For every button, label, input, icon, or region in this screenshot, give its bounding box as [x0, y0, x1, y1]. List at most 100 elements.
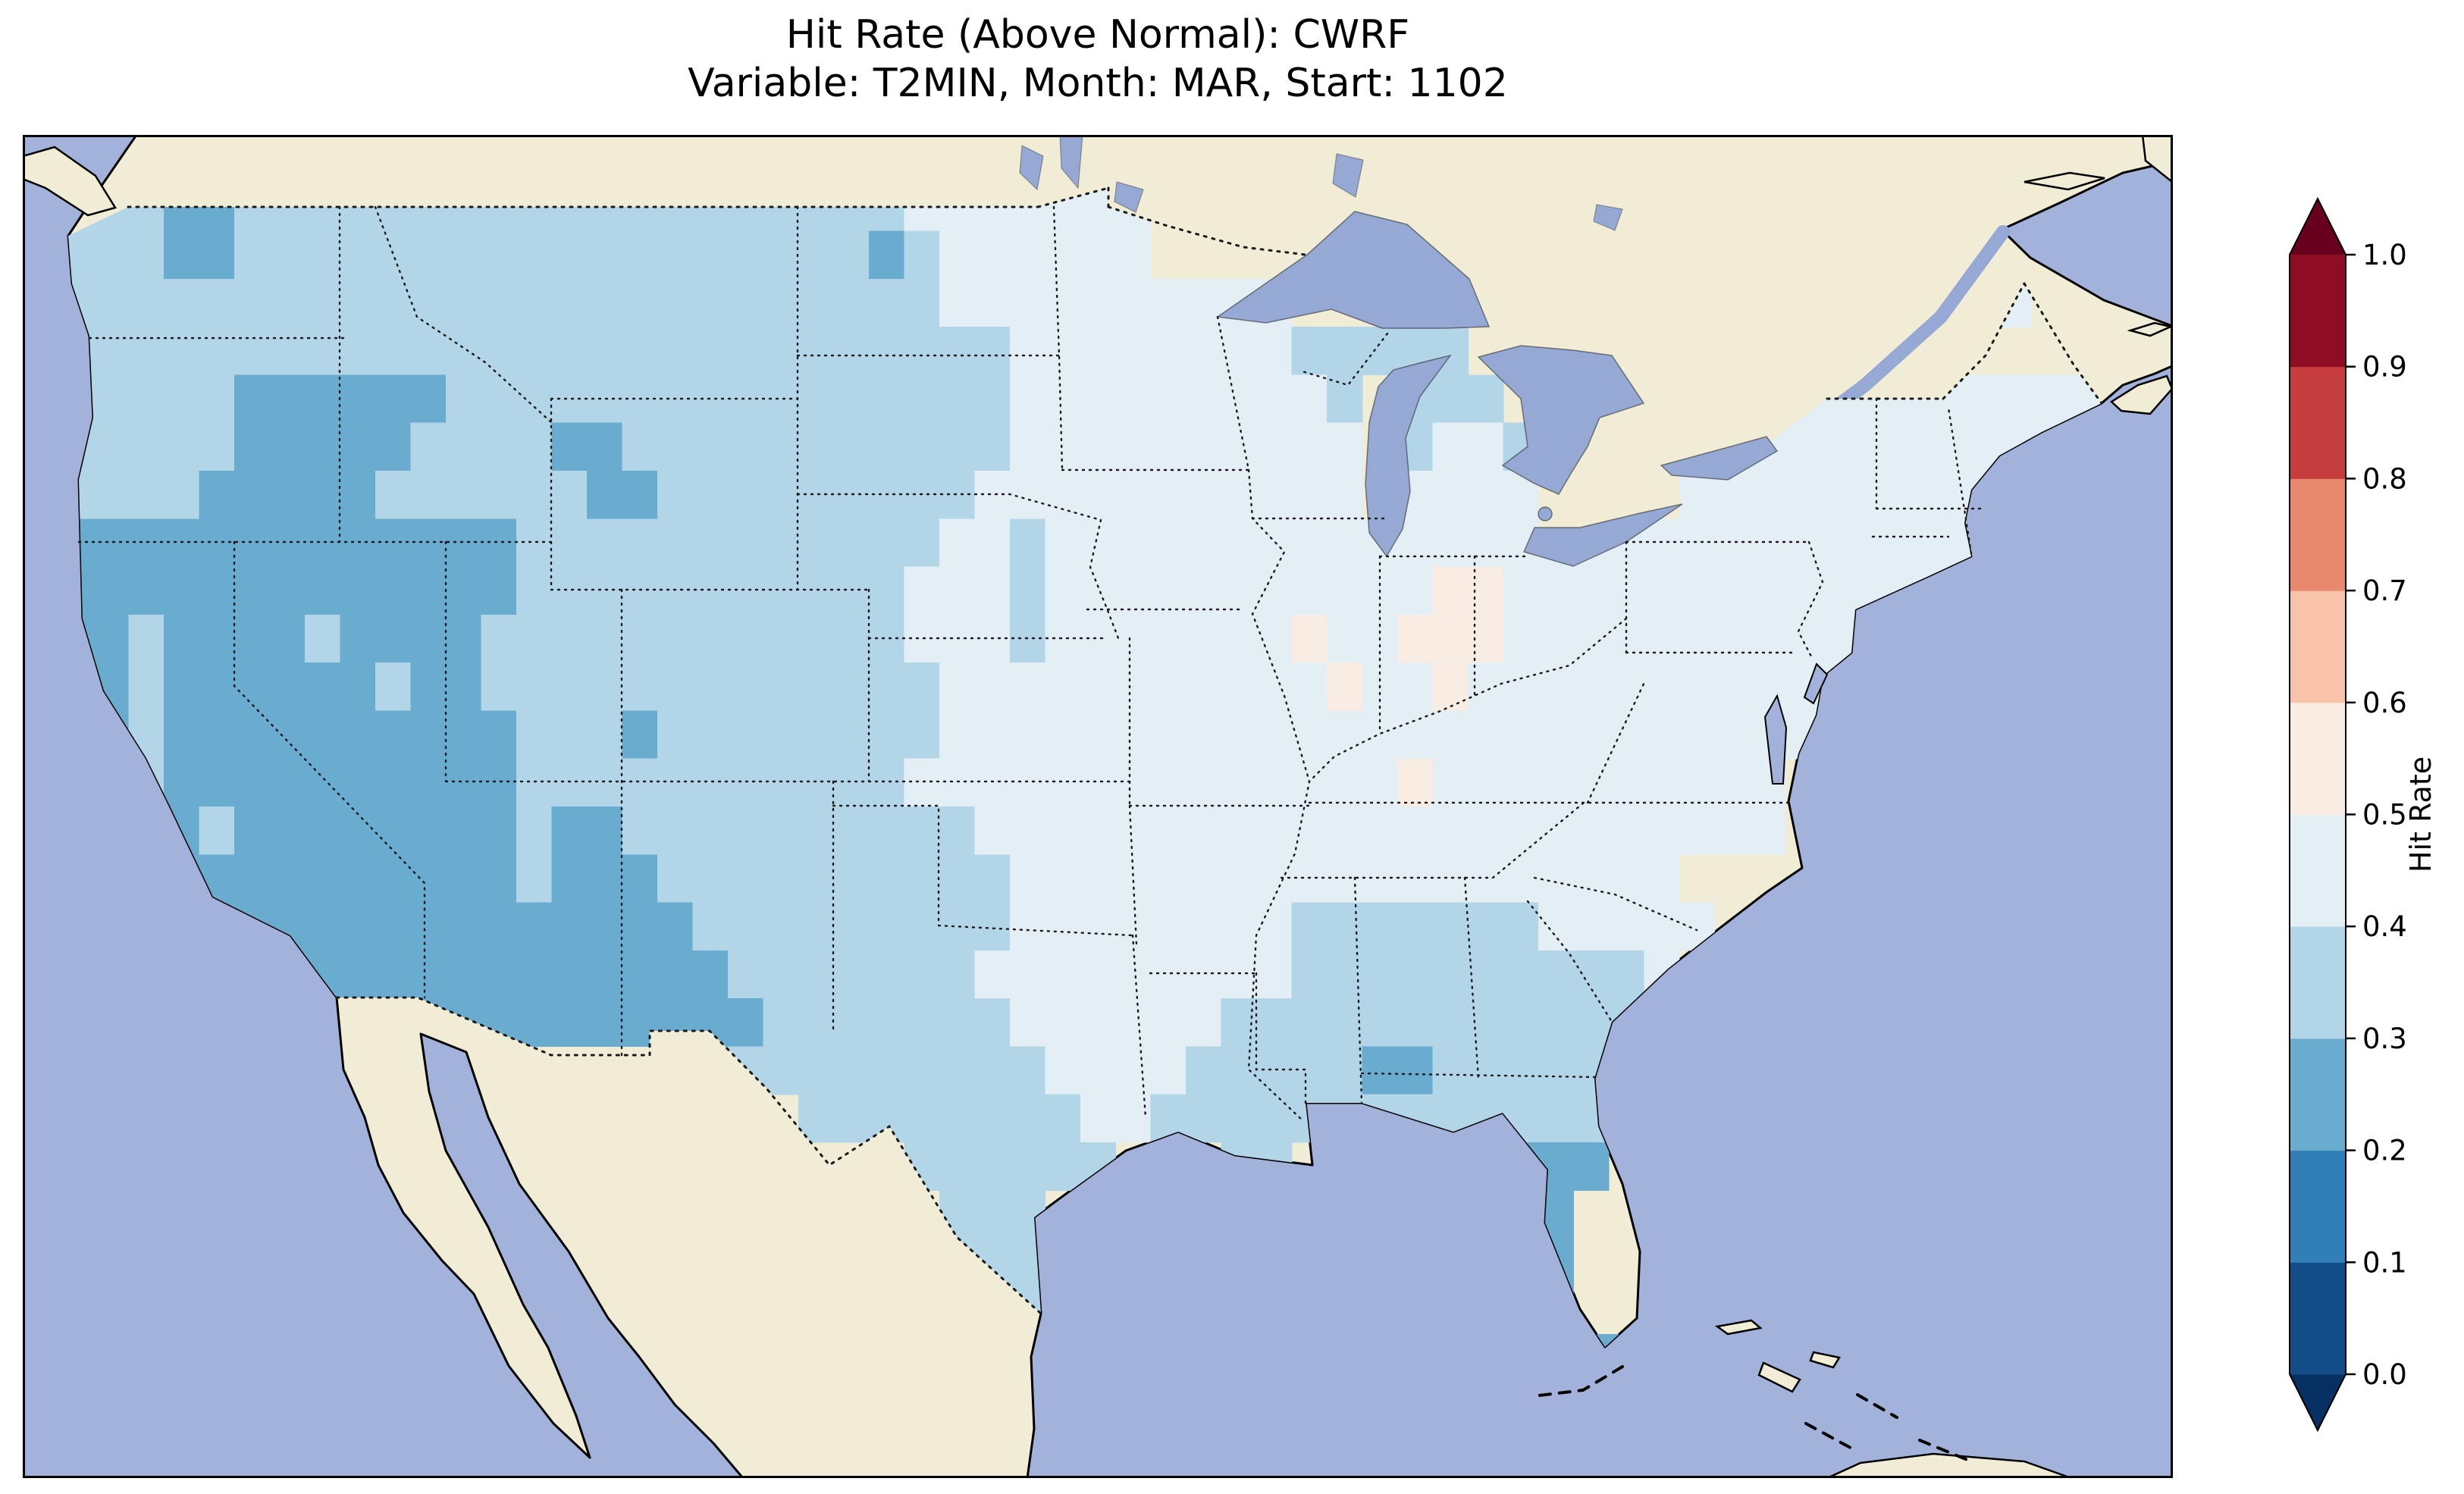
- heatmap-cell: [1714, 518, 1751, 568]
- heatmap-cell: [1432, 374, 1469, 424]
- heatmap-cell: [868, 422, 904, 471]
- heatmap-cell: [1221, 1046, 1257, 1095]
- heatmap-cell: [1679, 710, 1716, 760]
- heatmap-cell: [727, 758, 763, 807]
- heatmap-cell: [375, 278, 411, 327]
- heatmap-cell: [340, 662, 376, 711]
- heatmap-cell: [939, 950, 975, 999]
- heatmap-cell: [551, 998, 588, 1047]
- heatmap-cell: [1009, 902, 1045, 951]
- heatmap-cell: [1432, 1046, 1469, 1095]
- heatmap-cell: [1327, 662, 1363, 711]
- heatmap-cell: [1573, 998, 1610, 1047]
- heatmap-cell: [1573, 566, 1610, 615]
- heatmap-cell: [622, 807, 658, 855]
- heatmap-cell: [1256, 710, 1293, 760]
- heatmap-cell: [445, 278, 481, 327]
- heatmap-cell: [657, 854, 693, 904]
- heatmap-cell: [798, 758, 834, 807]
- heatmap-cell: [833, 518, 870, 568]
- heatmap-cell: [727, 662, 763, 711]
- heatmap-cell: [974, 1142, 1011, 1191]
- heatmap-cell: [1186, 614, 1222, 663]
- heatmap-cell: [1503, 566, 1539, 615]
- heatmap-cell: [1009, 1142, 1045, 1191]
- heatmap-cell: [939, 710, 975, 760]
- heatmap-cell: [164, 614, 200, 663]
- heatmap-cell: [974, 807, 1011, 855]
- heatmap-cell: [692, 807, 729, 855]
- heatmap-cell: [1432, 566, 1469, 615]
- us-hit-rate-map: [23, 135, 2173, 1478]
- heatmap-cell: [1291, 854, 1328, 904]
- heatmap-cell: [868, 230, 904, 280]
- heatmap-cell: [1327, 374, 1363, 424]
- bahamas-island: [1757, 1361, 1801, 1393]
- heatmap-cell: [974, 518, 1011, 568]
- heatmap-cell: [164, 327, 200, 375]
- heatmap-cell: [1750, 566, 1786, 615]
- heatmap-cell: [1115, 471, 1152, 519]
- heatmap-cell: [551, 471, 588, 519]
- heatmap-cell: [1115, 422, 1152, 471]
- heatmap-cell: [974, 1046, 1011, 1095]
- heatmap-cell: [1397, 1046, 1434, 1095]
- heatmap-cell: [833, 950, 870, 999]
- heatmap-cell: [93, 471, 130, 519]
- heatmap-cell: [1045, 710, 1081, 760]
- heatmap-cell: [1009, 1094, 1045, 1143]
- heatmap-cell: [1573, 854, 1610, 904]
- heatmap-cell: [1256, 327, 1293, 375]
- heatmap-cell: [199, 374, 235, 424]
- heatmap-cell: [939, 422, 975, 471]
- heatmap-cell: [445, 854, 481, 904]
- heatmap-cell: [199, 566, 235, 615]
- heatmap-cell: [1327, 950, 1363, 999]
- heatmap-cell: [1150, 807, 1187, 855]
- heatmap-cell: [1291, 662, 1328, 711]
- heatmap-cell: [1186, 710, 1222, 760]
- heatmap-cell: [1714, 614, 1751, 663]
- heatmap-cell: [904, 518, 940, 568]
- heatmap-cell: [1785, 422, 1821, 471]
- heatmap-cell: [692, 278, 729, 327]
- heatmap-cell: [727, 854, 763, 904]
- heatmap-cell: [410, 854, 447, 904]
- heatmap-cell: [1186, 1046, 1222, 1095]
- heatmap-cell: [1221, 374, 1257, 424]
- heatmap-cell: [516, 902, 552, 951]
- heatmap-cell: [622, 566, 658, 615]
- heatmap-cell: [481, 230, 517, 280]
- heatmap-cell: [551, 230, 588, 280]
- colorbar-tick-label: 0.8: [2362, 462, 2407, 495]
- heatmap-cell: [904, 230, 940, 280]
- heatmap-cell: [1573, 807, 1610, 855]
- heatmap-cell: [622, 710, 658, 760]
- heatmap-cell: [1256, 807, 1293, 855]
- heatmap-cell: [1009, 854, 1045, 904]
- heatmap-cell: [481, 710, 517, 760]
- heatmap-cell: [1045, 1094, 1081, 1143]
- colorbar: 1.0 0.9 0.8 0.7 0.6 0.5 0.4 0.3 0.2 0.1 0.0 Hit Rat…: [2289, 196, 2437, 1433]
- heatmap-cell: [164, 374, 200, 424]
- colorbar-tick-label: 0.7: [2362, 575, 2407, 607]
- heatmap-cell: [692, 614, 729, 663]
- heatmap-cell: [375, 471, 411, 519]
- heatmap-cell: [1115, 1094, 1152, 1143]
- heatmap-cell: [692, 566, 729, 615]
- heatmap-cell: [1115, 327, 1152, 375]
- heatmap-cell: [340, 902, 376, 951]
- heatmap-cell: [763, 758, 799, 807]
- vancouver-island: [23, 146, 117, 217]
- heatmap-cell: [445, 518, 481, 568]
- heatmap-cell: [868, 998, 904, 1047]
- heatmap-cell: [269, 807, 306, 855]
- heatmap-cell: [1221, 518, 1257, 568]
- heatmap-cell: [445, 758, 481, 807]
- colorbar-segment: [2290, 478, 2346, 591]
- heatmap-cell: [763, 518, 799, 568]
- heatmap-cell: [340, 710, 376, 760]
- heatmap-cell: [410, 902, 447, 951]
- heatmap-cell: [727, 902, 763, 951]
- heatmap-cell: [904, 807, 940, 855]
